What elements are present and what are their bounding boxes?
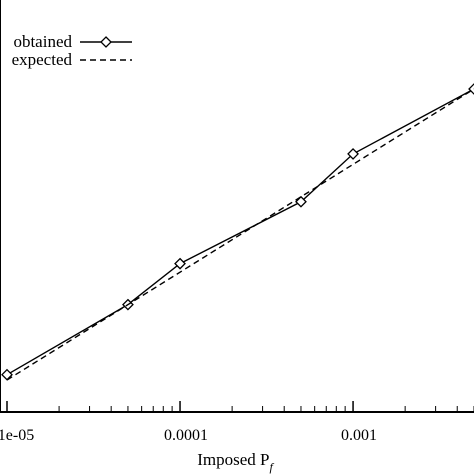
data-point-obtained xyxy=(174,257,186,270)
data-point-obtained xyxy=(347,147,359,160)
series-layer xyxy=(1,83,474,381)
legend-label-expected: expected xyxy=(12,50,73,69)
series-line-obtained xyxy=(6,88,474,376)
x-tick-label: 0.0001 xyxy=(164,427,208,444)
series-line-expected xyxy=(6,88,474,381)
plot-frame xyxy=(0,0,474,413)
data-point-obtained xyxy=(468,83,474,95)
x-ticks xyxy=(6,401,474,412)
legend-label-obtained: obtained xyxy=(13,32,72,51)
legend-marker-obtained xyxy=(100,36,112,48)
x-axis-title: Imposed Pf xyxy=(197,450,274,474)
x-tick-label: 0.001 xyxy=(341,427,377,444)
data-point-obtained xyxy=(295,195,307,208)
x-tick-label: 1e-05 xyxy=(0,427,34,444)
x-tick-labels: 1e-05 0.0001 0.001 xyxy=(0,427,377,444)
